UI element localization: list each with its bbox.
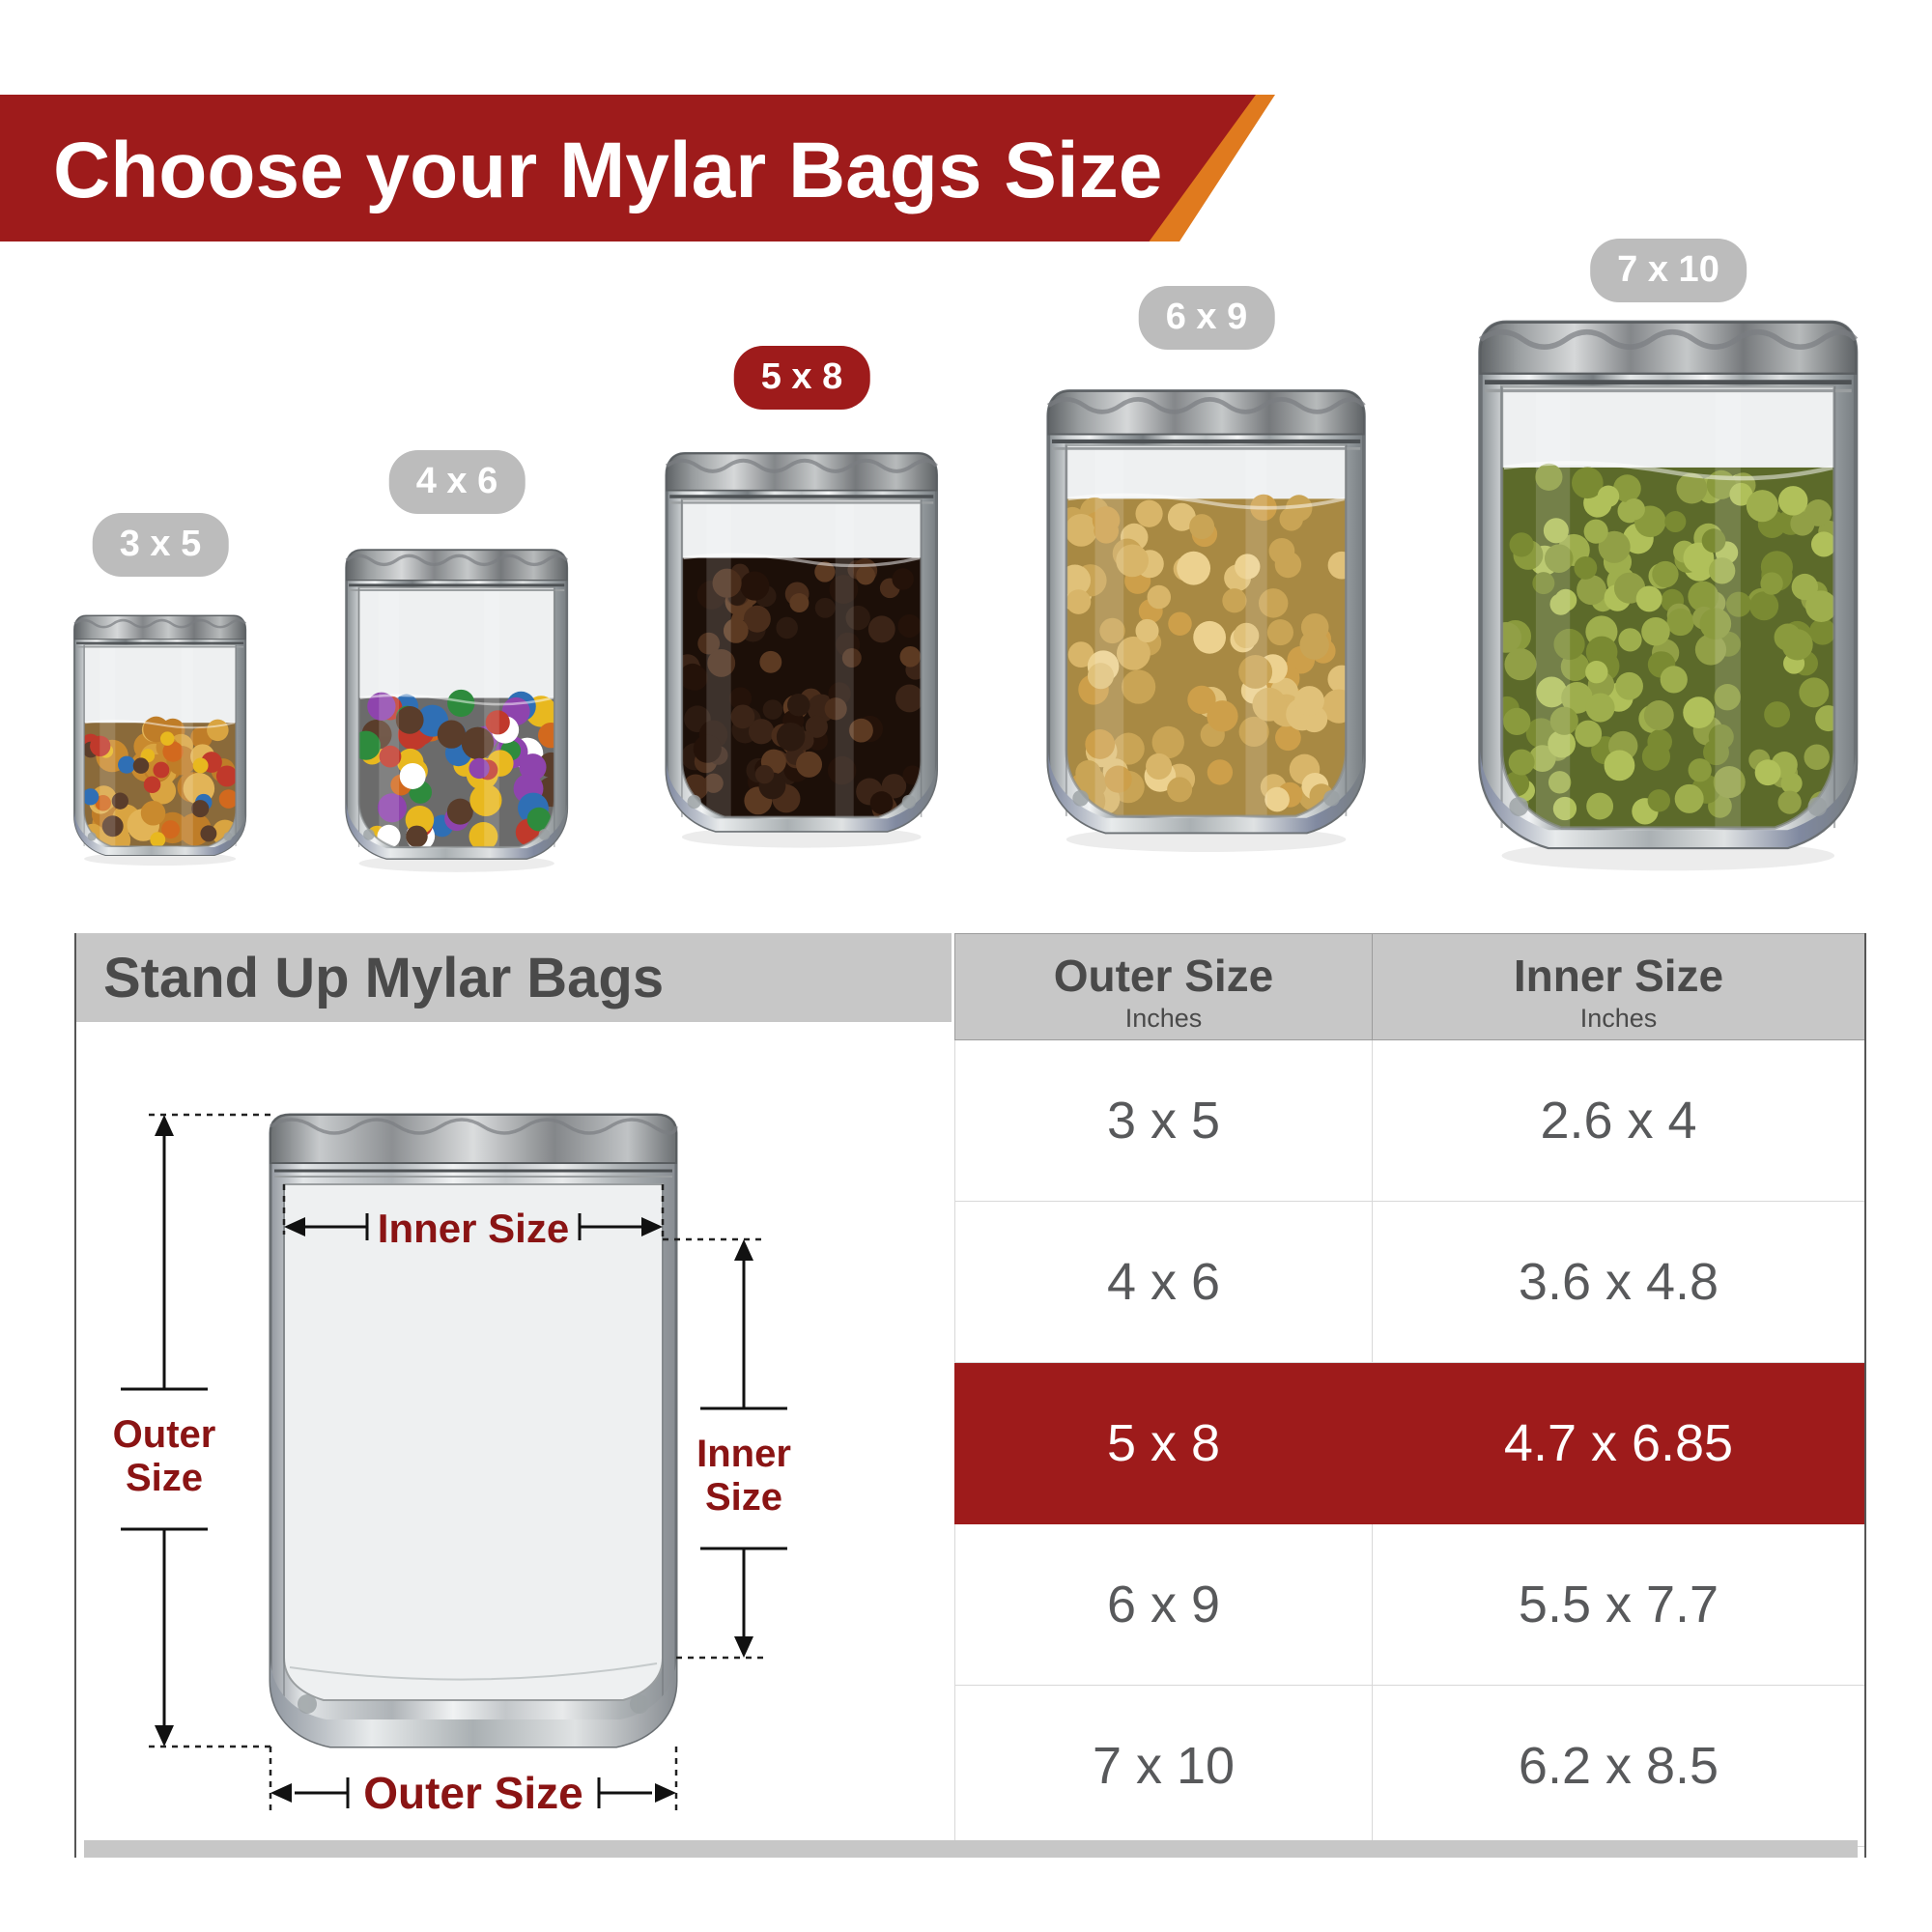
svg-text:Inner Size: Inner Size — [378, 1206, 569, 1251]
svg-text:Size: Size — [126, 1457, 203, 1499]
svg-text:Inner: Inner — [696, 1433, 791, 1475]
svg-text:Outer Size: Outer Size — [363, 1768, 583, 1818]
svg-text:Outer: Outer — [113, 1413, 216, 1456]
svg-text:Size: Size — [705, 1476, 782, 1519]
